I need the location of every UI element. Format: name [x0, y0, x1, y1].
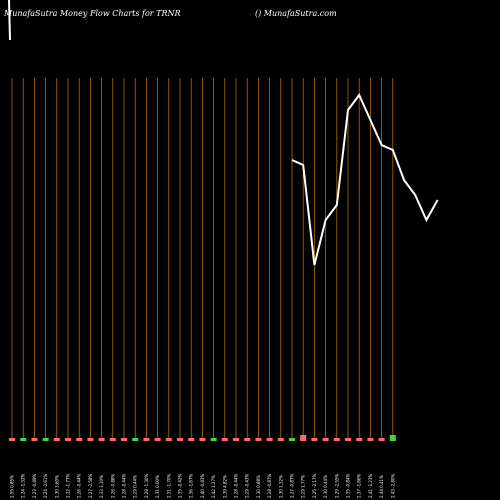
money-flow-bar	[65, 438, 71, 441]
money-flow-bar	[42, 438, 49, 441]
money-flow-bar	[367, 438, 374, 441]
x-tick-label: 2.39 4.82%	[222, 475, 227, 498]
price-line-start-segment	[8, 0, 11, 41]
money-flow-bar	[76, 438, 83, 441]
money-flow-bar	[98, 438, 105, 441]
x-tick-label: 2.30 1.32%	[278, 475, 283, 498]
money-flow-bar	[345, 438, 351, 441]
vertical-gridlines	[11, 78, 394, 440]
x-tick-label: 2.41 -1.23%	[368, 473, 373, 498]
money-flow-bar	[333, 438, 340, 441]
x-tick-label: 2.27 -2.58%	[88, 473, 93, 498]
price-line-path	[291, 93, 439, 266]
money-flow-bar	[378, 438, 385, 441]
money-flow-bar	[233, 438, 239, 441]
x-tick-label: 2.36 -1.67%	[189, 473, 194, 498]
x-tick-label: 2.23 -0.89%	[32, 473, 37, 498]
x-tick-label: 2.28 -0.87%	[267, 473, 272, 498]
money-flow-bar	[20, 438, 27, 441]
money-flow-bar	[210, 438, 217, 441]
x-tick-label: 2.35 -0.42%	[178, 473, 183, 498]
x-tick-label: 2.29 0.44%	[133, 475, 138, 498]
money-flow-bar	[9, 438, 15, 441]
x-tick-label: 2.28 -0.44%	[234, 473, 239, 498]
x-tick-label: 2.27 -0.87%	[290, 473, 295, 498]
x-tick-label: 2.40 -0.83%	[200, 473, 205, 498]
x-tick-label: 2.24 -2.61%	[43, 473, 48, 498]
x-tick-label: 2.28 -0.44%	[122, 473, 127, 498]
money-flow-bar	[221, 438, 228, 441]
money-flow-bar	[199, 438, 206, 441]
x-tick-label: 2.42 1.27%	[211, 475, 216, 498]
x-tick-label: 2.28 -1.30%	[144, 473, 149, 498]
x-tick-label: 2.55 0.85%	[10, 475, 15, 498]
money-flow-bar	[266, 438, 273, 441]
money-flow-bar	[389, 435, 396, 441]
x-tick-label: 2.29 -2.55%	[334, 473, 339, 498]
x-tick-label: 2.30 0.88%	[256, 475, 261, 498]
money-flow-bar	[300, 435, 307, 441]
x-tick-label: 2.35 -0.84%	[346, 473, 351, 498]
x-tick-label: 2.29 -0.43%	[245, 473, 250, 498]
money-flow-bar	[277, 438, 284, 441]
price-line	[8, 0, 439, 266]
x-tick-label: 2.33 3.10%	[99, 475, 104, 498]
x-tick-label: 2.30 3.60%	[54, 475, 59, 498]
x-tick-label: 2.24 -1.32%	[21, 473, 26, 498]
money-flow-bar	[143, 438, 150, 441]
x-tick-label: 2.30 0.44%	[323, 475, 328, 498]
money-flow-bar	[53, 438, 60, 441]
money-flow-bar	[322, 438, 329, 441]
x-tick-label: 2.26 -0.44%	[77, 473, 82, 498]
site-credit: () MunafaSutra.com	[255, 9, 337, 18]
x-tick-label: 2.44 0.41%	[379, 475, 384, 498]
money-flow-bar	[165, 438, 172, 441]
money-flow-bar	[356, 438, 363, 441]
money-flow-bars	[9, 435, 396, 441]
x-tick-label: 2.37 -1.66%	[357, 473, 362, 498]
x-tick-label: 2.29 1.77%	[301, 475, 306, 498]
money-flow-bar	[188, 438, 195, 441]
money-flow-bar	[109, 438, 116, 441]
x-tick-label: 2.25 -2.17%	[312, 473, 317, 498]
x-tick-label: 2.31 0.00%	[155, 475, 160, 498]
x-tick-label: 2.26 -0.88%	[110, 473, 115, 498]
money-flow-bar	[132, 438, 139, 441]
money-flow-bar	[255, 438, 262, 441]
x-tick-label: 2.22 -1.77%	[66, 473, 71, 498]
money-flow-bar	[311, 438, 318, 441]
money-flow-bar	[244, 438, 251, 441]
chart-title: MunafaSutra Money Flow Charts for TRNR	[3, 9, 181, 18]
money-flow-bar	[121, 438, 127, 441]
money-flow-bar	[289, 438, 295, 441]
money-flow-bar	[154, 438, 161, 441]
money-flow-bar	[177, 438, 183, 441]
x-tick-label: 2.43 -2.80%	[390, 473, 395, 498]
money-flow-bar	[87, 438, 94, 441]
x-tick-label: 2.31 -1.70%	[166, 473, 171, 498]
money-flow-bar	[31, 438, 38, 441]
x-axis-tick-labels: 2.55 0.85% 2.24 -1.32% 2.23 -0.89% 2.24 -2.…	[10, 473, 396, 498]
